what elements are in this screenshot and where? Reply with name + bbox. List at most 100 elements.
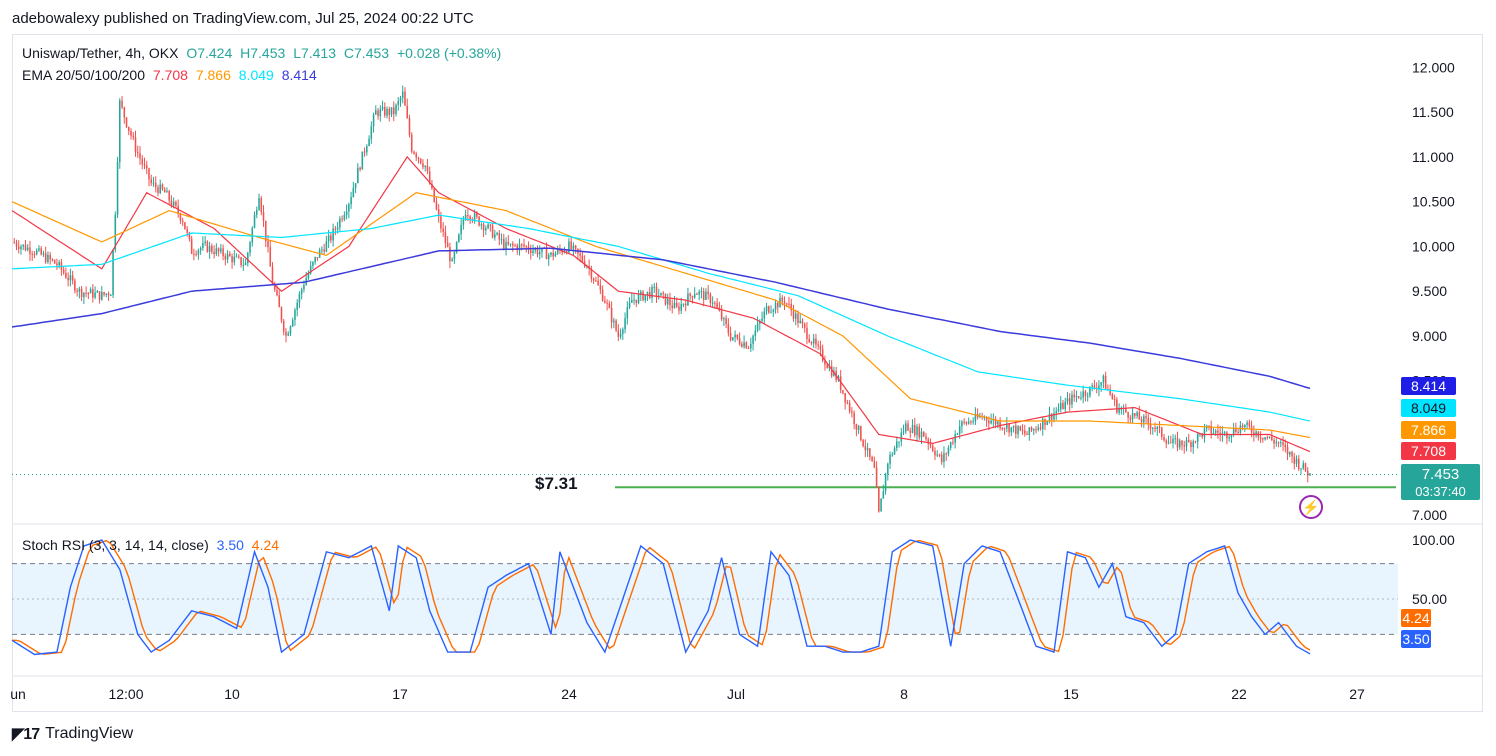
candle-body [220,248,222,252]
candle-body [85,292,87,294]
last-price: 7.453 [1421,466,1460,483]
candle-body [94,292,96,298]
candle-body [803,323,806,328]
candle-body [1304,463,1307,471]
candle-body [498,232,501,240]
candle-body [114,214,117,250]
candle-body [222,248,224,257]
candle-body [738,338,741,344]
candle-body [633,299,635,301]
candle-body [761,318,763,321]
candle-body [534,248,537,251]
candle-body [794,313,797,319]
candle-body [790,303,793,311]
candle-body [723,318,725,320]
candle-body [1136,412,1138,416]
candle-body [406,105,409,118]
candle-body [1075,396,1078,398]
candle-body [637,294,640,303]
candle-body [184,222,186,230]
candle-body [653,286,656,288]
candle-body [1044,418,1046,425]
candle-body [323,249,325,252]
candle-body [732,337,734,340]
candle-body [815,338,817,345]
price-tick-label: 7.000 [1412,507,1447,523]
candle-body [878,487,880,512]
candle-body [307,273,310,279]
candle-body [1116,399,1118,413]
candle-body [691,296,694,298]
candle-body [159,184,162,194]
candle-body [1271,436,1273,441]
candle-body [1147,418,1150,424]
candle-body [904,423,907,432]
candle-body [433,188,435,202]
candle-body [1073,394,1075,398]
candle-body [592,278,595,281]
candle-body [844,393,846,403]
candle-body [76,290,78,292]
candle-body [842,390,844,394]
candle-body [379,109,382,117]
candle-body [799,320,802,324]
candle-body [460,224,462,235]
candle-body [1053,413,1055,420]
candle-body [1302,463,1305,469]
candle-body [235,256,238,258]
candle-body [1125,407,1127,413]
candle-body [168,191,170,201]
candle-body [918,426,921,438]
candle-body [696,293,698,295]
candle-body [931,445,934,451]
candle-body [1104,375,1107,389]
candle-body [213,251,215,255]
candle-body [132,135,135,138]
chart-frame [12,34,1483,712]
candle-body [525,246,528,248]
candle-body [702,291,705,300]
candle-body [1082,391,1084,398]
alert-icon[interactable]: ⚡ [1299,495,1323,519]
candle-body [269,247,272,267]
candle-body [770,311,772,313]
candle-body [1203,428,1206,437]
candle-body [157,187,159,194]
candle-body [65,272,67,278]
candle-body [1064,401,1067,410]
candle-body [482,224,485,231]
candle-body [866,448,869,451]
candle-body [451,259,453,262]
candle-body [745,342,748,349]
candle-body [294,310,296,320]
candle-body [1086,395,1089,397]
candle-body [469,216,471,220]
candle-body [678,306,680,311]
candle-body [467,214,469,217]
candle-body [552,252,554,257]
candle-body [38,248,40,251]
candle-body [985,417,988,421]
candle-body [199,247,202,251]
candle-body [1143,416,1145,423]
candle-body [255,210,258,215]
candle-body [880,498,882,512]
candle-body [345,211,348,216]
ema200-value: 8.414 [281,67,317,83]
candle-body [1169,442,1172,444]
candle-body [736,334,739,339]
candle-body [476,213,478,217]
candle-body [597,280,599,286]
candle-body [1277,442,1280,444]
candle-body [1167,442,1170,444]
candle-body [642,291,644,301]
candle-body [1062,402,1064,410]
candle-body [1006,424,1008,429]
candle-body [624,318,626,330]
ema-legend: EMA 20/50/100/200 7.708 7.866 8.049 8.41… [22,67,321,83]
candle-body [298,293,301,303]
candle-body [1208,425,1210,427]
candle-body [404,91,406,106]
candle-body [336,227,339,230]
